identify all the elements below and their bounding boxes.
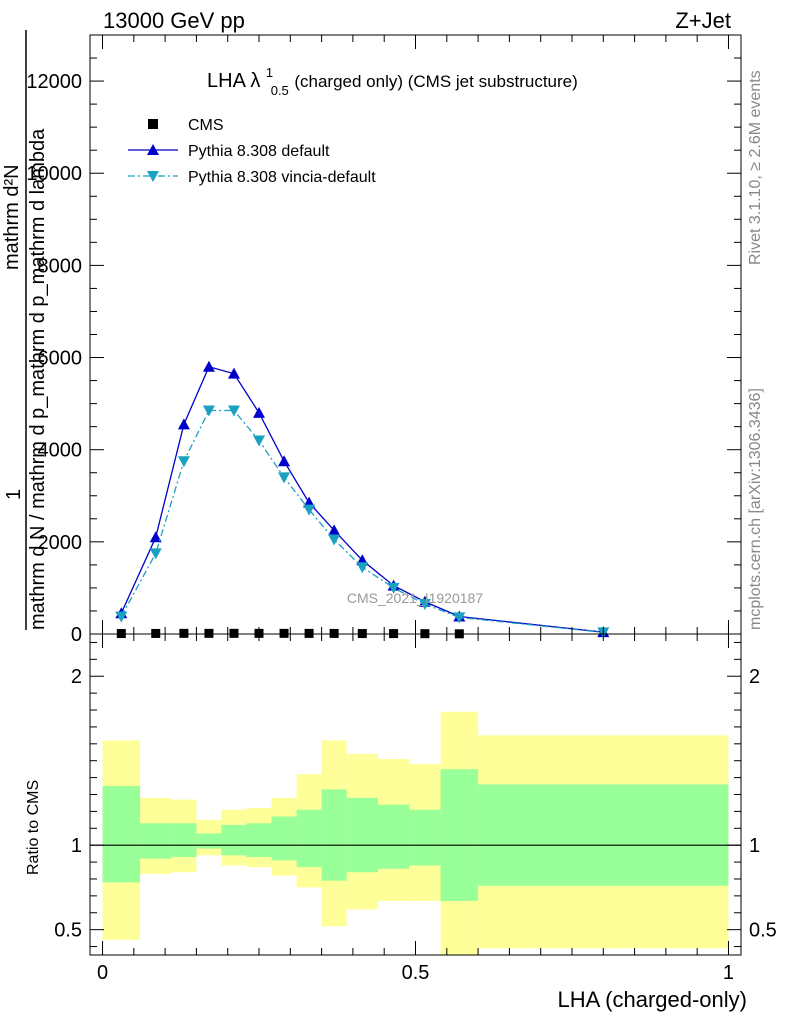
default-point bbox=[328, 524, 341, 536]
main-ytick-label: 2000 bbox=[38, 532, 83, 554]
ratio-ytick-label: 1 bbox=[71, 835, 82, 857]
ylabel-num: mathrm d²N bbox=[1, 164, 23, 270]
ratio-band-inner bbox=[409, 809, 441, 866]
side-bottom-text: mcplots.cern.ch [arXiv:1306.3436] bbox=[747, 388, 764, 630]
ratio-band-inner bbox=[321, 789, 347, 881]
vincia-point bbox=[303, 504, 316, 516]
vincia-point bbox=[453, 612, 466, 624]
legend: CMS Pythia 8.308 default Pythia 8.308 vi… bbox=[128, 117, 376, 186]
default-point bbox=[149, 531, 162, 543]
vincia-point bbox=[227, 405, 240, 417]
cms-point bbox=[204, 628, 214, 638]
default-point bbox=[177, 418, 190, 430]
main-ytick-label: 4000 bbox=[38, 440, 83, 462]
ratio-band-inner bbox=[102, 786, 141, 883]
ratio-xtick-label: 1 bbox=[723, 962, 734, 984]
ratio-band-inner bbox=[478, 784, 729, 886]
vincia-point bbox=[418, 599, 431, 611]
watermark: CMS_2021_I1920187 bbox=[347, 590, 483, 606]
cms-point bbox=[304, 628, 314, 638]
ratio-band-inner bbox=[346, 797, 378, 873]
main-axis-ticks: 0 2000 4000 6000 8000 10000 12000 bbox=[26, 35, 741, 646]
header-left: 13000 GeV pp bbox=[103, 8, 245, 33]
cms-point bbox=[179, 628, 189, 638]
default-point bbox=[227, 367, 240, 379]
cms-point bbox=[329, 628, 339, 638]
main-ytick-label: 6000 bbox=[38, 348, 83, 370]
cms-point bbox=[151, 628, 161, 638]
ratio-band-inner bbox=[271, 816, 297, 861]
ratio-band-inner bbox=[377, 804, 410, 869]
default-point bbox=[202, 360, 215, 372]
ratio-ytick-label-right: 0.5 bbox=[749, 920, 777, 942]
ylabel-num-text: mathrm d²N bbox=[1, 164, 23, 270]
vincia-point bbox=[278, 472, 291, 484]
vincia-point bbox=[115, 611, 128, 623]
ratio-band-inner bbox=[296, 809, 322, 868]
ratio-xtick-label: 0 bbox=[97, 962, 108, 984]
main-ytick-label: 0 bbox=[71, 624, 82, 646]
ratio-xlabel: LHA (charged-only) bbox=[557, 987, 747, 1012]
main-ytick-label: 8000 bbox=[38, 255, 83, 277]
vincia-point bbox=[177, 456, 190, 468]
ratio-axis-ticks: 0.5 0.5 1 1 2 2 0 0.5 1 bbox=[54, 634, 777, 984]
ratio-band-inner bbox=[171, 823, 197, 858]
legend-marker-default bbox=[147, 144, 159, 155]
ratio-band-inner bbox=[246, 823, 272, 858]
main-title: LHA λ 1 0.5 (charged only) (CMS jet subs… bbox=[207, 60, 578, 100]
ratio-band-inner bbox=[140, 823, 172, 859]
title-rest: (charged only) (CMS jet substructure) bbox=[294, 72, 577, 91]
ylabel-prefix: 1 bbox=[3, 489, 25, 500]
cms-point bbox=[229, 628, 239, 638]
title-main: LHA λ bbox=[207, 70, 260, 92]
ratio-xtick-label: 0.5 bbox=[402, 962, 430, 984]
vincia-point bbox=[253, 435, 266, 447]
ratio-ytick-label-right: 1 bbox=[749, 835, 760, 857]
default-point bbox=[278, 455, 291, 467]
ratio-band-inner bbox=[440, 769, 479, 901]
title-sup: 1 bbox=[266, 65, 273, 80]
legend-marker-vincia bbox=[147, 171, 159, 182]
main-ytick-label: 10000 bbox=[26, 163, 82, 185]
legend-marker-cms bbox=[148, 119, 158, 129]
ylabel-den: mathrm d N / mathrm d p_mathrm d p_mathr… bbox=[27, 128, 49, 630]
legend-label-default: Pythia 8.308 default bbox=[188, 143, 330, 160]
vincia-point bbox=[149, 548, 162, 560]
ratio-band-inner bbox=[221, 824, 247, 856]
vincia-point bbox=[202, 405, 215, 417]
header-right: Z+Jet bbox=[675, 8, 731, 33]
ratio-ylabel: Ratio to CMS bbox=[25, 780, 42, 875]
side-top-text: Rivet 3.1.10, ≥ 2.6M events bbox=[747, 70, 764, 265]
vincia-point bbox=[356, 562, 369, 574]
main-panel: 0 2000 4000 6000 8000 10000 12000 CMS_2021_I19… bbox=[1, 30, 742, 646]
legend-label-vincia: Pythia 8.308 vincia-default bbox=[188, 169, 376, 186]
legend-label-cms: CMS bbox=[188, 117, 224, 134]
ratio-panel: 0.5 0.5 1 1 2 2 0 0.5 1 Ratio to CMS LHA (charge… bbox=[25, 633, 777, 1012]
ratio-ytick-label-right: 2 bbox=[749, 666, 760, 688]
ratio-ytick-label: 2 bbox=[71, 666, 82, 688]
vincia-point bbox=[328, 534, 341, 546]
ratio-ytick-label: 0.5 bbox=[54, 920, 82, 942]
main-ytick-label: 12000 bbox=[26, 71, 82, 93]
cms-point bbox=[279, 628, 289, 638]
vincia-point bbox=[387, 582, 400, 594]
main-ylabel: mathrm d N / mathrm d p_mathrm d p_mathr… bbox=[1, 30, 49, 630]
title-sub: 0.5 bbox=[271, 83, 289, 98]
default-point bbox=[253, 406, 266, 418]
ylabel-den-text: mathrm d N / mathrm d p_mathrm d p_mathr… bbox=[27, 128, 49, 630]
ratio-band-inner bbox=[196, 833, 222, 849]
